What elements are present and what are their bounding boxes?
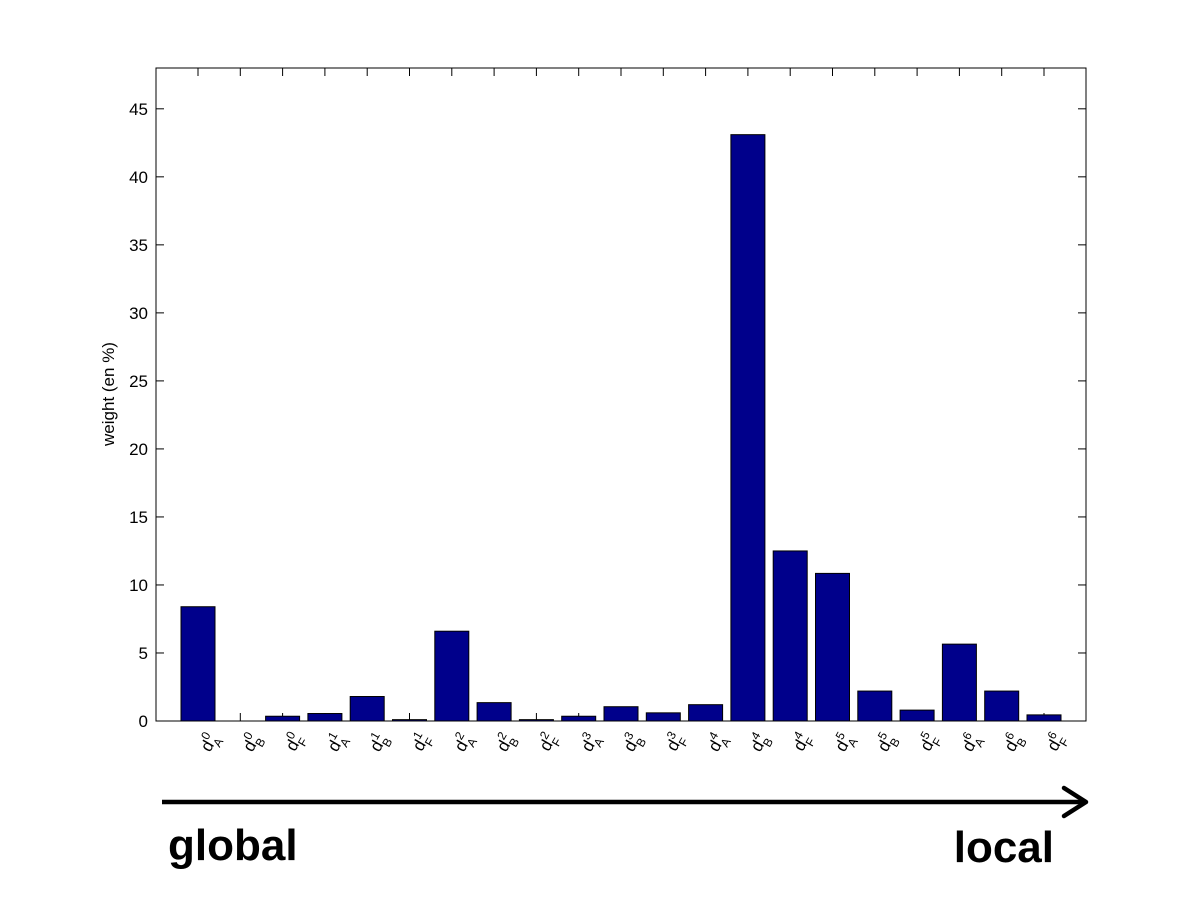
x-tick-label: d3F <box>659 729 691 757</box>
local-label: local <box>954 823 1054 872</box>
svg-text:d3B: d3B <box>616 729 649 758</box>
svg-text:d6F: d6F <box>1040 729 1072 757</box>
bar <box>265 715 301 722</box>
arrow-head <box>1061 785 1089 819</box>
global-to-local-arrow <box>162 785 1089 819</box>
global-label: global <box>168 821 298 870</box>
bar <box>899 709 935 722</box>
bar <box>645 712 681 722</box>
x-tick-label: d4F <box>786 729 818 757</box>
bar <box>603 706 639 722</box>
x-tick-label: d3B <box>616 729 649 758</box>
bar <box>180 606 216 722</box>
x-tick-label: d5F <box>913 729 945 757</box>
svg-text:d4F: d4F <box>786 729 818 757</box>
y-tick-label: 40 <box>129 168 148 187</box>
x-tick-label: d6F <box>1040 729 1072 757</box>
bar <box>772 550 808 722</box>
svg-text:d5F: d5F <box>913 729 945 757</box>
bar <box>984 690 1020 722</box>
svg-text:d3F: d3F <box>659 729 691 757</box>
svg-text:d1B: d1B <box>363 729 396 758</box>
svg-text:d3A: d3A <box>574 729 607 758</box>
x-tick-label: d2F <box>532 729 565 757</box>
bar <box>307 713 343 722</box>
bar <box>561 715 597 722</box>
svg-text:d5B: d5B <box>870 729 903 758</box>
x-tick-label: d4A <box>701 729 734 758</box>
x-tick-label: d3A <box>574 729 607 758</box>
y-tick-label: 10 <box>129 576 148 595</box>
y-tick-label: 30 <box>129 304 148 323</box>
x-tick-label: d6B <box>997 729 1030 758</box>
x-tick-label: d1A <box>320 729 353 758</box>
bar <box>857 690 893 722</box>
x-tick-label: d0F <box>278 729 311 757</box>
y-axis-label: weight (en %) <box>99 342 118 447</box>
x-tick-label: d0B <box>236 729 269 758</box>
x-tick-label: d1F <box>405 729 438 757</box>
x-tick-label: d4B <box>743 729 776 758</box>
x-tick-label: d2A <box>447 729 480 758</box>
bar <box>349 696 385 722</box>
svg-text:d0F: d0F <box>278 729 310 757</box>
y-tick-label: 0 <box>139 712 148 731</box>
svg-text:d4A: d4A <box>701 729 734 758</box>
svg-text:d0B: d0B <box>236 729 269 758</box>
svg-text:d0A: d0A <box>193 729 226 758</box>
svg-text:d1A: d1A <box>320 729 353 758</box>
y-tick-label: 45 <box>129 100 148 119</box>
plot-frame <box>155 67 1087 722</box>
bar <box>941 643 977 722</box>
bar <box>1026 714 1062 722</box>
x-tick-label: d0A <box>193 729 226 758</box>
svg-text:d1F: d1F <box>405 729 437 757</box>
svg-text:d6B: d6B <box>997 729 1030 758</box>
y-tick-label: 25 <box>129 372 148 391</box>
y-axis-ticks: 0 5 10 15 20 25 30 35 40 45 <box>129 68 1086 731</box>
svg-text:d6A: d6A <box>955 729 988 758</box>
svg-text:d2F: d2F <box>532 729 564 757</box>
x-tick-label: d5A <box>828 729 861 758</box>
bar <box>476 702 512 722</box>
x-tick-label: d6A <box>955 729 988 758</box>
svg-text:d2B: d2B <box>489 729 522 758</box>
y-tick-label: 15 <box>129 508 148 527</box>
x-tick-label: d1B <box>363 729 396 758</box>
y-tick-label: 35 <box>129 236 148 255</box>
bar <box>434 630 470 722</box>
bar <box>518 719 554 722</box>
x-tick-label: d2B <box>489 729 522 758</box>
bar <box>730 134 766 722</box>
x-tick-label: d5B <box>870 729 903 758</box>
bar <box>815 572 850 722</box>
y-tick-label: 5 <box>139 644 148 663</box>
svg-text:d4B: d4B <box>743 729 776 758</box>
bar <box>392 719 427 722</box>
bars <box>180 134 1062 722</box>
svg-text:d2A: d2A <box>447 729 480 758</box>
y-tick-label: 20 <box>129 440 148 459</box>
x-axis-tick-labels: d0A d0B d0F d1A d1B d1F d2A d2B d2F d3A d3B d3F d4A d… <box>193 729 1072 758</box>
svg-text:d5A: d5A <box>828 729 861 758</box>
bar <box>688 704 724 722</box>
